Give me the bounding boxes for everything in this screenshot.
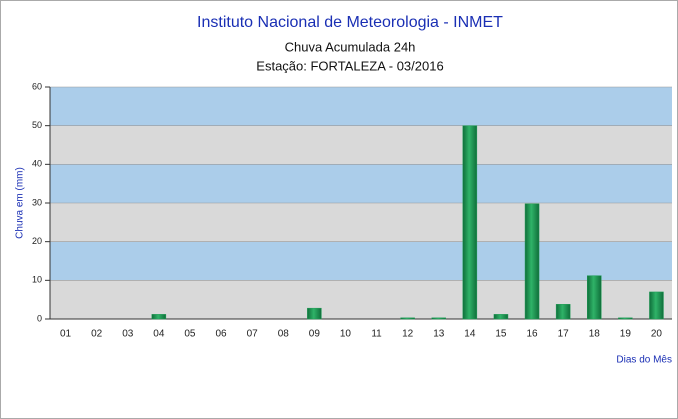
x-tick-label: 13 (433, 329, 445, 340)
x-tick-label: 17 (558, 329, 570, 340)
x-tick-label: 12 (402, 329, 414, 340)
y-tick-label: 60 (32, 81, 42, 91)
x-axis-label: Dias do Mês (616, 355, 672, 366)
x-tick-label: 11 (371, 329, 382, 340)
grid-band (50, 203, 672, 242)
grid-band (50, 125, 672, 165)
x-tick-label: 09 (309, 329, 321, 340)
grid-band (50, 241, 672, 281)
bar (151, 314, 167, 320)
x-tick-label: 02 (91, 329, 103, 340)
y-tick-label: 0 (37, 313, 42, 323)
x-tick-label: 16 (526, 329, 538, 340)
x-tick-label: 04 (153, 329, 165, 340)
x-tick-label: 10 (340, 329, 352, 340)
chart-title: Instituto Nacional de Meteorologia - INM… (197, 14, 503, 31)
bar (400, 317, 415, 320)
y-tick-label: 20 (32, 236, 42, 246)
y-tick-label: 50 (32, 120, 42, 130)
y-axis-label: Chuva em (mm) (15, 167, 26, 239)
x-tick-label: 15 (495, 329, 507, 340)
chart-subtitle: Chuva Acumulada 24h (285, 39, 416, 54)
x-tick-label: 20 (651, 329, 663, 340)
x-tick-label: 07 (247, 329, 259, 340)
bar (649, 291, 664, 320)
y-tick-label: 40 (32, 159, 42, 169)
bar (524, 203, 540, 320)
chart-subtitle: Estação: FORTALEZA - 03/2016 (256, 58, 443, 73)
x-tick-label: 05 (184, 329, 196, 340)
grid-band (50, 280, 672, 319)
grid-band (50, 164, 672, 203)
bar (431, 317, 446, 320)
x-tick-label: 06 (215, 329, 227, 340)
bar (307, 307, 322, 320)
bar (462, 125, 478, 320)
bar (493, 314, 509, 320)
x-tick-label: 01 (60, 329, 72, 340)
x-tick-label: 14 (464, 329, 476, 340)
bar (587, 275, 602, 320)
x-tick-label: 19 (620, 329, 632, 340)
bar (555, 304, 571, 320)
x-tick-label: 08 (278, 329, 290, 340)
y-tick-label: 30 (32, 197, 42, 207)
grid-band (50, 87, 672, 126)
y-tick-label: 10 (32, 275, 42, 285)
x-tick-label: 03 (122, 329, 134, 340)
bar (618, 317, 633, 320)
x-tick-label: 18 (589, 329, 601, 340)
